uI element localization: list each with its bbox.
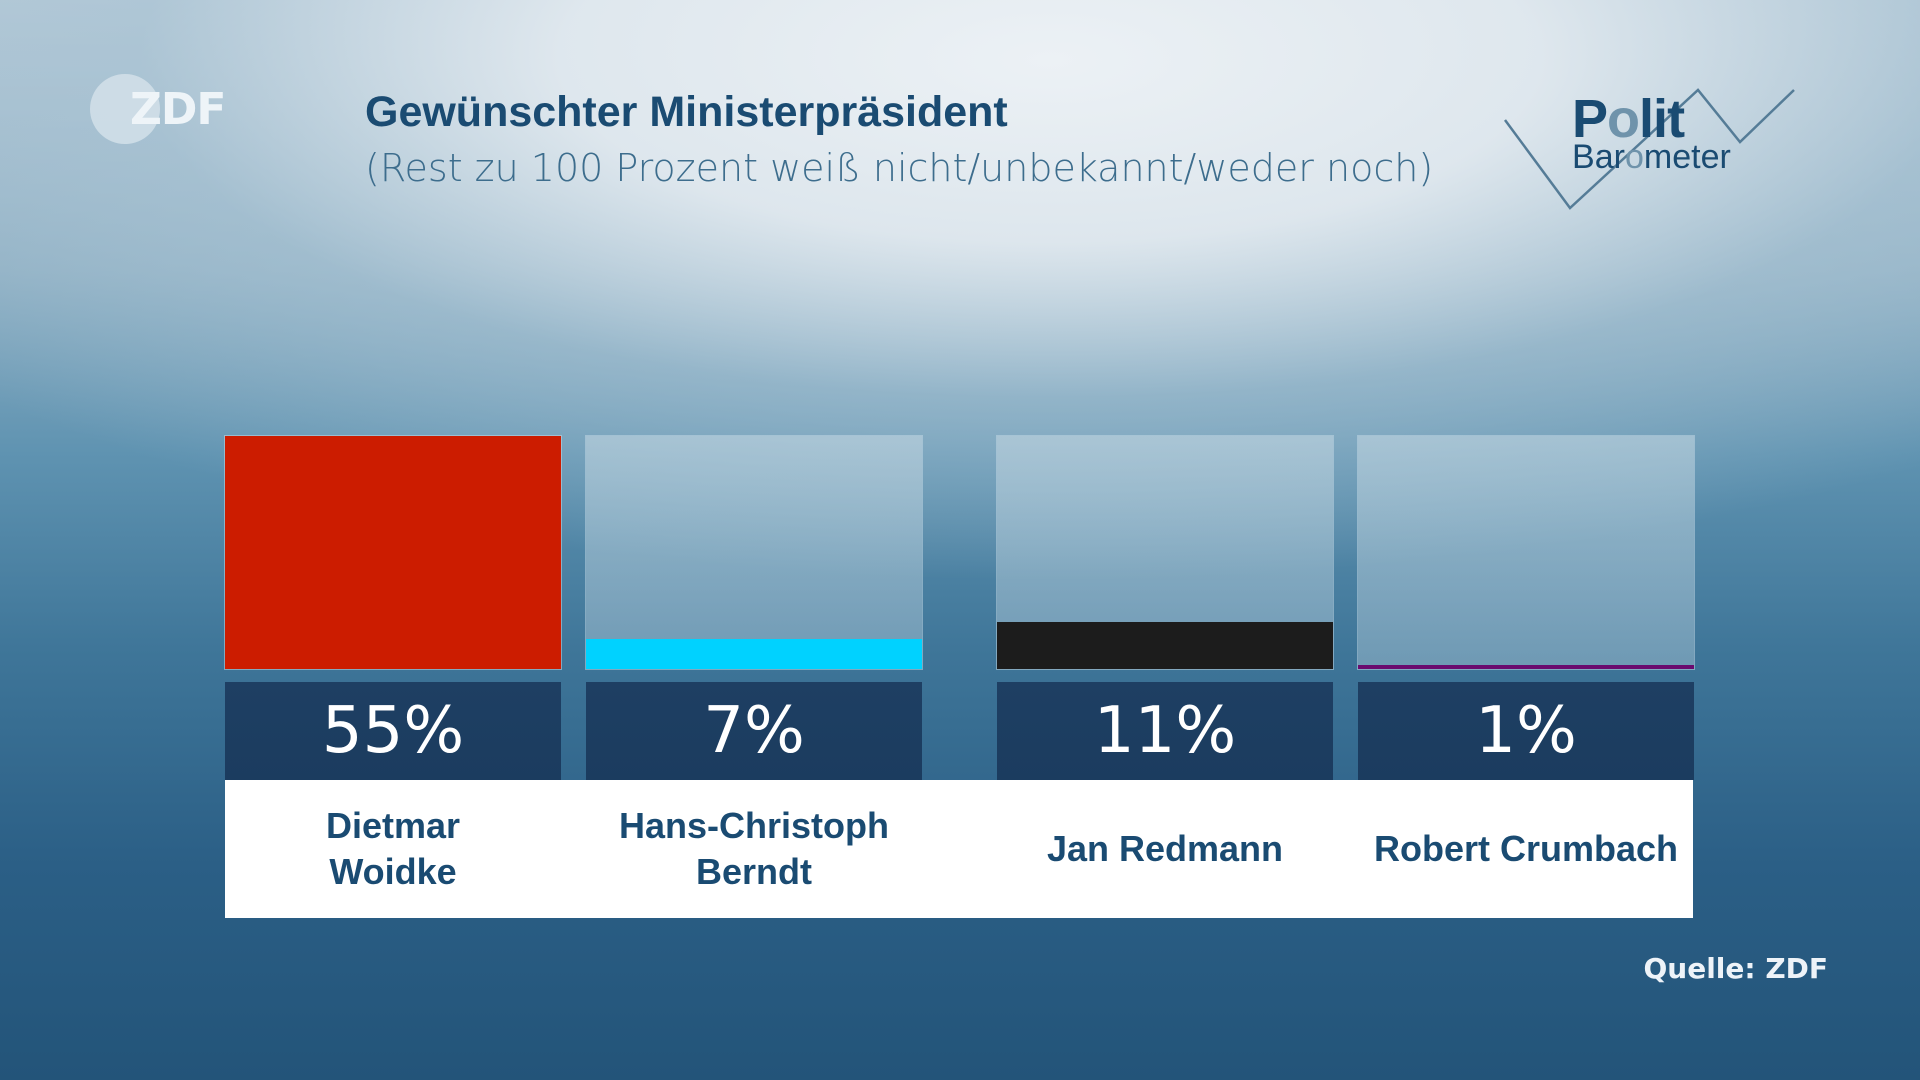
zdf-logo-text: ZDF <box>130 84 226 135</box>
bar <box>997 622 1333 669</box>
zdf-logo: ZDF <box>90 74 230 146</box>
bar-track <box>1357 435 1695 670</box>
category-label: Dietmar Woidke <box>325 805 461 892</box>
bar-track <box>585 435 923 670</box>
candidate-names-band <box>225 780 1693 918</box>
chart-title: Gewünschter Ministerpräsident <box>365 88 1008 136</box>
politbarometer-logo-line2: Barometer <box>1572 138 1731 176</box>
politbarometer-zigzag-icon <box>1503 88 1795 210</box>
data-label: 1% <box>1358 682 1694 780</box>
category-label: Robert Crumbach <box>1373 828 1679 869</box>
zdf-logo-disc-icon <box>90 74 160 144</box>
politbarometer-logo: Polit Barometer <box>1500 70 1820 210</box>
category-label: Hans-Christoph Berndt <box>619 805 889 892</box>
category-label: Jan Redmann <box>1046 828 1284 869</box>
data-label: 7% <box>586 682 922 780</box>
source-note: Quelle: ZDF <box>1643 952 1828 985</box>
bar-track <box>996 435 1334 670</box>
bar <box>225 436 561 669</box>
politbarometer-logo-line1: Polit <box>1572 89 1685 149</box>
bar <box>1358 665 1694 669</box>
bar <box>586 639 922 669</box>
chart-subtitle: (Rest zu 100 Prozent weiß nicht/unbekann… <box>365 146 1434 190</box>
data-label: 55% <box>225 682 561 780</box>
bar-track <box>224 435 562 670</box>
data-label: 11% <box>997 682 1333 780</box>
